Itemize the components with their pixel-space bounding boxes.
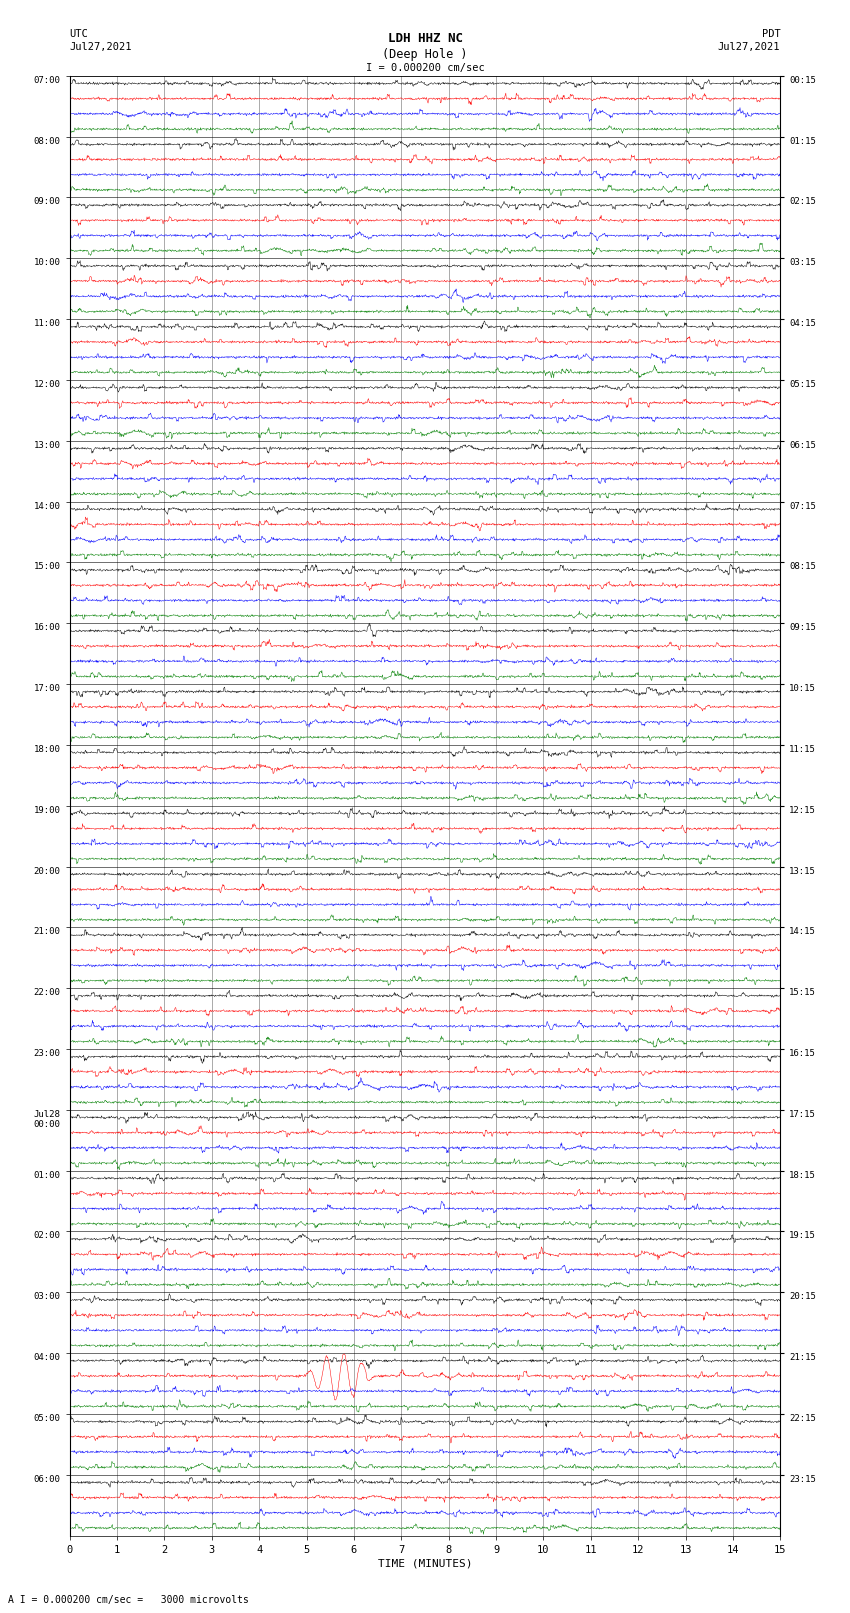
Text: UTC: UTC <box>70 29 88 39</box>
Text: LDH HHZ NC: LDH HHZ NC <box>388 32 462 45</box>
Text: PDT: PDT <box>762 29 780 39</box>
Text: Jul27,2021: Jul27,2021 <box>717 42 780 52</box>
Text: A I = 0.000200 cm/sec =   3000 microvolts: A I = 0.000200 cm/sec = 3000 microvolts <box>8 1595 249 1605</box>
Text: (Deep Hole ): (Deep Hole ) <box>382 48 468 61</box>
X-axis label: TIME (MINUTES): TIME (MINUTES) <box>377 1558 473 1569</box>
Text: I = 0.000200 cm/sec: I = 0.000200 cm/sec <box>366 63 484 73</box>
Text: Jul27,2021: Jul27,2021 <box>70 42 133 52</box>
